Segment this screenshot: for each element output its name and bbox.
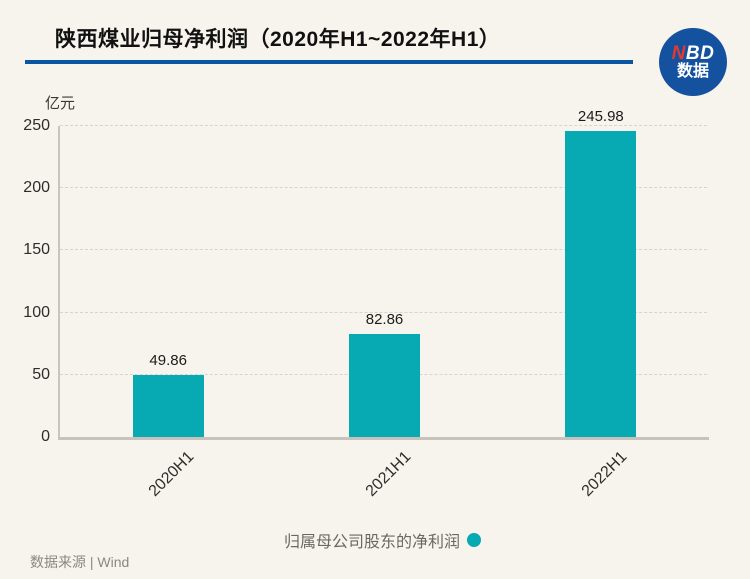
legend-label: 归属母公司股东的净利润 — [283, 534, 460, 551]
y-tick-label-100: 100 — [23, 303, 50, 321]
x-tick-label-2020H1: 2020H1 — [145, 448, 198, 500]
bar-2022H1[interactable] — [565, 131, 637, 437]
gridline-200 — [60, 187, 707, 189]
nbd-logo: NBD 数据 — [659, 28, 727, 96]
bar-2020H1[interactable] — [132, 374, 204, 437]
nbd-logo-text: NBD — [671, 42, 715, 64]
page-title: 陕西煤业归母净利润（2020年H1~2022年H1） — [55, 28, 501, 51]
gridline-150 — [60, 249, 707, 251]
y-tick-label-50: 50 — [32, 365, 50, 383]
y-tick-label-150: 150 — [23, 241, 50, 259]
bar-value-label-2021H1: 82.86 — [365, 310, 404, 328]
bar-value-label-2022H1: 245.98 — [577, 108, 624, 126]
nbd-logo-subtitle: 数据 — [676, 62, 709, 80]
x-tick-label-2021H1: 2021H1 — [362, 448, 414, 500]
bar-2021H1[interactable] — [349, 333, 420, 437]
data-source: 数据来源 | Wind — [30, 554, 130, 570]
gridline-100 — [60, 311, 707, 313]
y-tick-label-250: 250 — [23, 117, 50, 134]
legend-marker-dot — [467, 533, 481, 547]
plot-area: 0 50 100 150 200 250 49.86 2020H1 82.86 2021H1 245… — [23, 109, 709, 500]
y-tick-label-200: 200 — [23, 179, 50, 197]
legend: 归属母公司股东的净利润 — [58, 528, 707, 552]
bar-value-label-2020H1: 49.86 — [149, 351, 187, 369]
x-tick-label-2022H1: 2022H1 — [578, 448, 631, 500]
title-underline — [25, 60, 633, 64]
x-axis-line — [58, 437, 709, 440]
gridline-250 — [60, 125, 707, 126]
y-tick-label-0: 0 — [41, 428, 50, 445]
y-axis-unit-label: 亿元 — [45, 95, 76, 112]
